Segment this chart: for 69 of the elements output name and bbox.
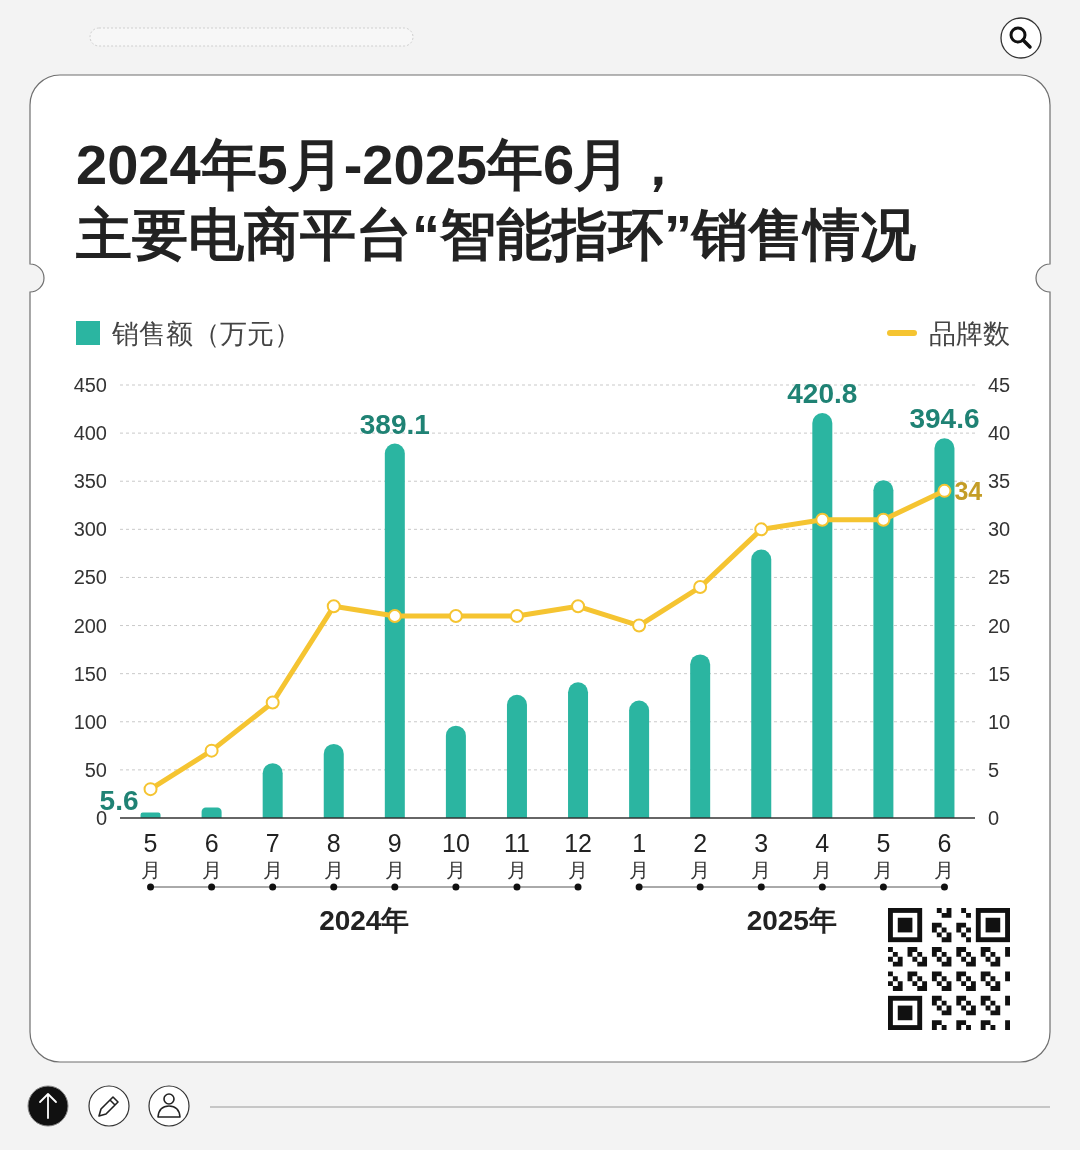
y2-tick-label: 0 [988,807,1000,829]
point [509,608,524,623]
x-tick-label: 10月 [441,829,470,881]
legend-label: 品牌数 [929,319,1010,349]
y2-tick-label: 15 [988,662,1011,685]
point [632,618,647,633]
point [143,782,158,797]
bar [384,443,405,818]
data-label: 420.8 [787,378,858,410]
y2-tick-label: 20 [988,614,1011,637]
bar [751,549,772,818]
y2-tick-label: 35 [988,470,1011,493]
data-label: 34 [954,476,983,505]
point [754,522,769,537]
y2-tick-label: 40 [988,422,1011,445]
bar [812,413,833,818]
point [937,483,952,498]
point [876,512,891,527]
point [815,512,830,527]
x-tick-label: 5月 [140,829,161,881]
data-label: 394.6 [909,403,980,435]
x-tick-label: 2月 [690,829,711,881]
y-tick-label: 50 [84,758,107,781]
x-tick-label: 4月 [812,829,833,881]
x-tick-label: 12月 [564,829,592,881]
text: 2025年 [746,905,837,936]
y2-tick-label: 30 [988,518,1011,541]
text: 2024年 [319,905,410,936]
point [387,608,402,623]
y2-tick-label: 10 [988,710,1011,733]
bar [506,694,527,818]
x-tick-label: 6月 [201,829,222,881]
bar [445,725,466,818]
point [204,743,219,758]
data-label: 389.1 [359,408,430,440]
y-tick-label: 350 [73,470,107,493]
x-tick-label: 5月 [873,829,894,881]
y2-tick-label: 5 [988,758,1000,781]
x-tick-label: 7月 [262,829,283,881]
y2-tick-label: 45 [988,374,1011,396]
bar [690,654,711,818]
point [571,599,586,614]
bar [201,807,222,818]
chart-title: 2024年5月-2025年6月，主要电商平台“智能指环”销售情况 [75,133,916,266]
bar [568,682,589,818]
bar [323,743,344,818]
bar [873,480,894,818]
bar [629,700,650,818]
x-tick-label: 3月 [751,829,772,881]
y-tick-label: 300 [73,518,107,541]
bar [262,763,283,818]
point [448,608,463,623]
y-tick-label: 250 [73,566,107,589]
y-tick-label: 400 [73,422,107,445]
y-tick-label: 450 [73,374,107,396]
x-tick-label: 1月 [629,829,650,881]
x-tick-label: 6月 [934,829,955,881]
point [326,599,341,614]
y-tick-label: 100 [73,710,107,733]
x-tick-label: 8月 [323,829,344,881]
y-tick-label: 150 [73,662,107,685]
x-tick-label: 9月 [384,829,405,881]
x-tick-label: 11月 [503,829,530,881]
y-tick-label: 200 [73,614,107,637]
bar [934,438,955,818]
y2-tick-label: 25 [988,566,1011,589]
point [693,580,708,595]
legend-label: 销售额（万元） [111,319,301,349]
point [265,695,280,710]
